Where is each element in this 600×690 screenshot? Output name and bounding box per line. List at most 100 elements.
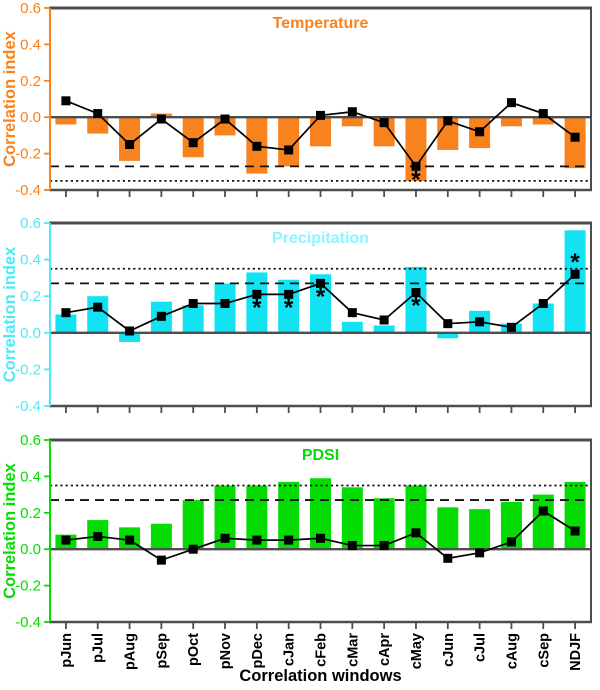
marker-pSep bbox=[156, 311, 166, 321]
bar-cMar bbox=[341, 117, 363, 127]
significance-asterisk-cFeb: * bbox=[316, 283, 326, 310]
bar-cFeb bbox=[310, 117, 331, 147]
marker-pOct bbox=[188, 299, 198, 309]
marker-pNov bbox=[220, 114, 230, 124]
x-tick-label-cJul: cJul bbox=[473, 633, 489, 662]
bar-cMar bbox=[341, 321, 363, 333]
x-tick-label-pJul: pJul bbox=[91, 633, 107, 663]
marker-cSep bbox=[538, 299, 548, 309]
x-tick-label-pJun: pJun bbox=[59, 633, 75, 668]
x-tick-label-NDJF: NDJF bbox=[568, 633, 584, 671]
bar-pSep bbox=[150, 523, 172, 550]
y-axis-title: Correlation index bbox=[1, 462, 19, 599]
y-tick-label: 0.2 bbox=[20, 288, 41, 305]
bar-pJul bbox=[87, 117, 109, 134]
bar-cApr bbox=[373, 325, 395, 333]
marker-cFeb bbox=[316, 278, 325, 288]
y-tick-label: -0.2 bbox=[15, 361, 41, 378]
marker-pJun bbox=[61, 308, 71, 318]
bar-cApr bbox=[373, 498, 395, 550]
marker-pNov bbox=[220, 533, 230, 543]
y-tick-label: 0.4 bbox=[20, 252, 41, 269]
bar-pAug bbox=[119, 117, 141, 161]
marker-cAug bbox=[506, 322, 516, 332]
y-tick-label: 0.4 bbox=[20, 36, 41, 53]
marker-pJul bbox=[93, 531, 103, 541]
bar-cSep bbox=[532, 117, 554, 125]
marker-pSep bbox=[156, 114, 166, 124]
y-tick-label: 0.6 bbox=[20, 0, 41, 17]
y-tick-label: 0.6 bbox=[20, 432, 41, 449]
marker-cJul bbox=[475, 317, 485, 327]
marker-cJun bbox=[443, 116, 453, 126]
x-tick-label-cJan: cJan bbox=[282, 633, 298, 666]
y-tick-label: -0.2 bbox=[15, 578, 41, 595]
bar-cJan bbox=[278, 481, 300, 550]
x-tick-label-cSep: cSep bbox=[536, 633, 552, 668]
bar-cMay bbox=[405, 117, 427, 181]
significance-asterisk-pDec: * bbox=[252, 294, 262, 321]
bar-cMar bbox=[341, 487, 363, 550]
panel-background bbox=[50, 8, 591, 190]
marker-cMay bbox=[411, 288, 421, 298]
bar-pAug bbox=[119, 332, 141, 342]
marker-cJan bbox=[284, 289, 294, 299]
bar-cFeb bbox=[310, 478, 331, 550]
x-tick-label-pNov: pNov bbox=[218, 633, 234, 669]
bar-pDec bbox=[246, 485, 268, 550]
significance-asterisk-cMay: * bbox=[411, 166, 421, 193]
panel-precipitation: 0.6 0.4 0.2 0.0 -0.2 -0.4 * * * * * Precipitation Co… bbox=[1, 215, 592, 415]
x-tick-label-pSep: pSep bbox=[154, 633, 170, 669]
marker-pAug bbox=[125, 140, 135, 149]
marker-pOct bbox=[188, 138, 198, 148]
x-tick-label-cJun: cJun bbox=[441, 633, 457, 667]
bar-pNov bbox=[214, 283, 236, 333]
bar-pNov bbox=[214, 485, 236, 550]
y-tick-label: 0.0 bbox=[20, 109, 41, 126]
marker-cMar bbox=[347, 541, 357, 551]
marker-cApr bbox=[379, 315, 389, 325]
x-tick-label-pOct: pOct bbox=[186, 633, 202, 666]
y-axis-title: Correlation index bbox=[1, 246, 19, 383]
bar-pJul bbox=[87, 296, 109, 333]
marker-cApr bbox=[379, 118, 389, 128]
bar-NDJF bbox=[564, 481, 586, 550]
marker-pOct bbox=[188, 544, 198, 554]
panel-title: Precipitation bbox=[272, 230, 369, 247]
bar-pDec bbox=[246, 272, 268, 333]
x-tick-label-cApr: cApr bbox=[377, 633, 393, 666]
bar-cJun bbox=[437, 117, 459, 150]
marker-cAug bbox=[506, 537, 516, 547]
bar-pOct bbox=[182, 500, 204, 550]
bar-cJun bbox=[437, 332, 459, 339]
x-axis-labels: pJun pJul pAug pSep pOct pNov pDec cJan cFeb cMar… bbox=[59, 633, 584, 671]
y-axis-title: Correlation index bbox=[1, 30, 19, 167]
significance-asterisk-cJan: * bbox=[284, 294, 294, 321]
marker-cMay bbox=[411, 161, 421, 171]
y-tick-label: -0.2 bbox=[15, 146, 41, 163]
marker-cJan bbox=[284, 145, 294, 155]
bar-NDJF bbox=[564, 230, 586, 333]
y-tick-label: -0.4 bbox=[15, 614, 41, 631]
marker-pDec bbox=[252, 141, 262, 151]
y-tick-label: 0.2 bbox=[20, 505, 41, 522]
marker-pNov bbox=[220, 299, 230, 309]
marker-cJul bbox=[475, 127, 485, 137]
bar-cAug bbox=[500, 117, 522, 127]
x-tick-label-cFeb: cFeb bbox=[314, 633, 330, 667]
marker-pJun bbox=[61, 96, 71, 106]
bar-cJan bbox=[278, 117, 300, 167]
marker-cFeb bbox=[316, 110, 325, 120]
panel-title: PDSI bbox=[302, 447, 339, 464]
x-tick-label-cMar: cMar bbox=[345, 633, 361, 667]
marker-cAug bbox=[506, 98, 516, 108]
panel-temperature: 0.6 0.4 0.2 0.0 -0.2 -0.4 * Temperature Correlat… bbox=[1, 0, 592, 199]
significance-asterisk-cMay: * bbox=[411, 293, 421, 320]
panel-pdsi: 0.6 0.4 0.2 0.0 -0.2 -0.4 PDSI Correlation inde… bbox=[1, 432, 592, 631]
y-tick-label: 0.0 bbox=[20, 541, 41, 558]
marker-pSep bbox=[156, 555, 166, 565]
marker-pAug bbox=[125, 326, 135, 336]
x-axis-title: Correlation windows bbox=[239, 667, 401, 685]
